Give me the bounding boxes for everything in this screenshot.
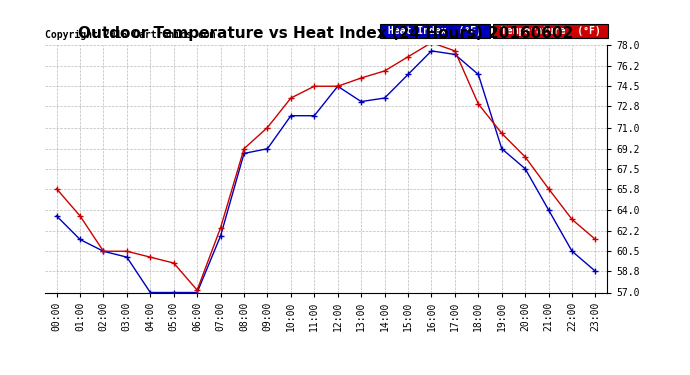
Text: Temperature  (°F): Temperature (°F) — [495, 26, 607, 36]
Text: Heat Index  (°F): Heat Index (°F) — [382, 26, 488, 36]
Text: Copyright 2016 Cartronics.com: Copyright 2016 Cartronics.com — [45, 30, 215, 40]
Title: Outdoor Temperature vs Heat Index (24 Hours) 20160602: Outdoor Temperature vs Heat Index (24 Ho… — [79, 26, 573, 41]
